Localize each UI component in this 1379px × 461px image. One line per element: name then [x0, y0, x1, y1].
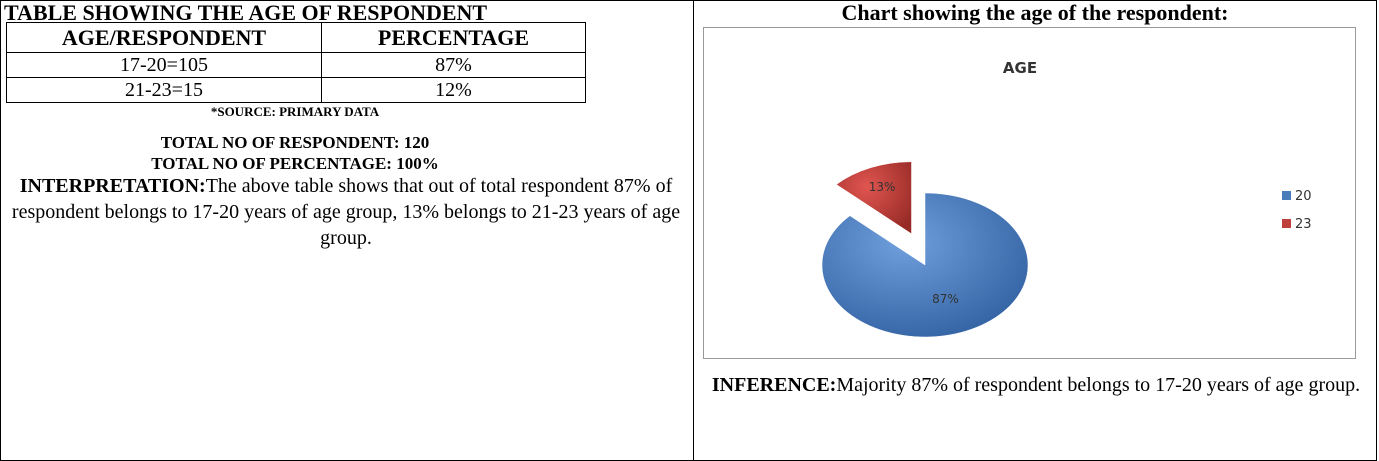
legend-swatch	[1282, 191, 1291, 200]
header-cell: PERCENTAGE	[321, 22, 586, 53]
chart-frame	[703, 27, 1356, 359]
totals: TOTAL NO OF RESPONDENT: 120 TOTAL NO OF …	[60, 132, 530, 174]
cell: 17-20=105	[6, 52, 322, 78]
text: Majority 87% of respondent belongs to 17…	[836, 374, 1361, 396]
data-label: 13%	[869, 180, 896, 194]
data-label: 87%	[932, 292, 959, 306]
header-cell: AGE/RESPONDENT	[6, 22, 322, 53]
legend-label: 20	[1295, 189, 1312, 204]
legend-label: 23	[1295, 217, 1312, 232]
pie-slice	[821, 192, 1029, 338]
legend-swatch	[1282, 219, 1291, 228]
age-table: AGE/RESPONDENT PERCENTAGE 17-20=105 87% 21…	[6, 22, 586, 103]
pie-slice	[835, 161, 912, 235]
total-line: TOTAL NO OF PERCENTAGE: 100%	[151, 154, 439, 173]
cell: 12%	[321, 77, 586, 103]
source-note: *SOURCE: PRIMARY DATA	[210, 104, 380, 119]
label: INFERENCE:	[711, 374, 837, 396]
inference: INFERENCE:Majority 87% of respondent bel…	[700, 372, 1372, 398]
cell: 87%	[321, 52, 586, 78]
label: INTERPRETATION:	[19, 175, 206, 197]
total-line: TOTAL NO OF RESPONDENT: 120	[160, 133, 430, 152]
chart-title: AGE	[1003, 59, 1037, 77]
text: The above table shows that out of total …	[11, 175, 681, 249]
table-heading: TABLE SHOWING THE AGE OF RESPONDENT	[4, 0, 488, 25]
chart-heading: Chart showing the age of the respondent:	[841, 0, 1229, 25]
pie: 87% 13%	[821, 161, 1029, 338]
interpretation: INTERPRETATION:The above table shows tha…	[6, 173, 686, 251]
cell: 21-23=15	[6, 77, 322, 103]
